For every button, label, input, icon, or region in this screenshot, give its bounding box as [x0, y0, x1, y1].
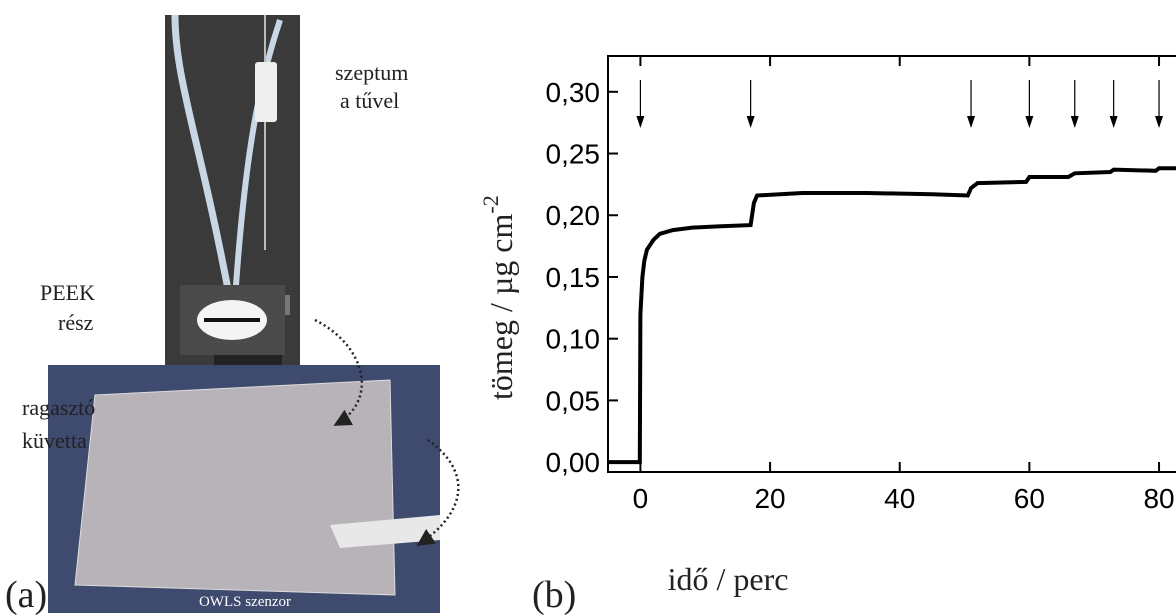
y-tick-label: 0,25 — [546, 139, 601, 170]
x-tick-label: 40 — [884, 483, 915, 514]
injection-arrow-head — [1025, 116, 1034, 128]
panel-label: (b) — [532, 574, 576, 616]
x-tick-label: 60 — [1014, 483, 1045, 514]
photo-cuvette — [180, 285, 285, 355]
plot: 0,00 0,05 0,10 0,15 0,20 0,25 0,30 0 20 40 60 80 — [546, 55, 1176, 514]
annotation: rész — [58, 310, 94, 335]
annotation: szeptum — [335, 60, 408, 85]
y-axis-label: tömeg / µg cm-2 — [478, 195, 519, 400]
y-tick-label: 0,05 — [546, 385, 601, 416]
annotation: ragasztó — [22, 395, 95, 420]
injection-arrow-head — [746, 116, 755, 128]
y-axis-label-sup: -2 — [478, 195, 503, 213]
injection-arrow-head — [1109, 116, 1118, 128]
dotted-arrow — [416, 438, 460, 547]
y-tick-label: 0,00 — [546, 447, 601, 478]
dotted-arrow — [314, 318, 363, 427]
y-tick-label: 0,30 — [546, 77, 601, 108]
x-tick-label: 0 — [633, 483, 649, 514]
annotation: PEEK — [40, 280, 95, 305]
x-tick-label: 80 — [1143, 483, 1174, 514]
x-tick-label: 20 — [754, 483, 785, 514]
injection-arrow-head — [1070, 116, 1079, 128]
annotation: küvetta — [22, 428, 87, 453]
panel-label: (a) — [5, 574, 47, 616]
y-tick-label: 0,20 — [546, 200, 601, 231]
injection-arrow-head — [636, 116, 645, 128]
y-tick-label: 0,15 — [546, 262, 601, 293]
injection-arrow-head — [1155, 116, 1164, 128]
injection-arrow-head — [967, 116, 976, 128]
photo-sensor — [48, 365, 440, 613]
data-line — [608, 166, 1176, 465]
annotation: OWLS szenzor — [199, 594, 291, 610]
x-axis-label: idő / perc — [668, 561, 789, 597]
plot-frame — [607, 55, 1176, 473]
annotation: a tűvel — [340, 88, 399, 113]
y-tick-label: 0,10 — [546, 324, 601, 355]
y-axis-label-text: tömeg / µg cm — [483, 213, 519, 400]
